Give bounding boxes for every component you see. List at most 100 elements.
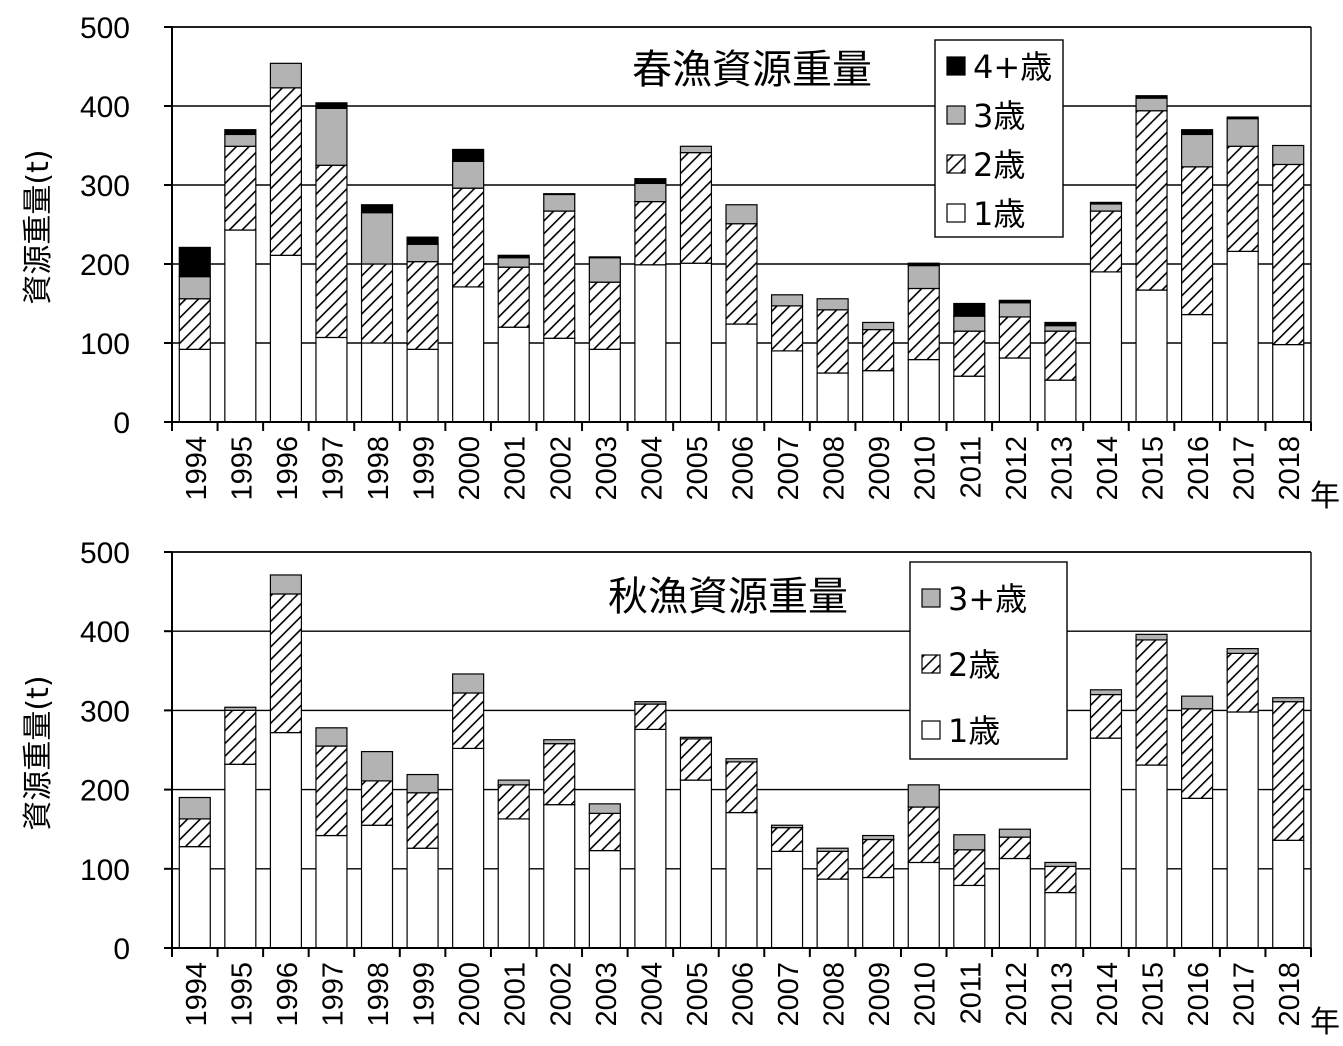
- bar-segment-1994-1歳: [178, 846, 211, 949]
- legend-swatch: [946, 203, 966, 223]
- bar-segment-2013-2歳: [1044, 865, 1077, 894]
- bar-segment-2017-4+歳: [1226, 116, 1259, 120]
- x-tick-label: 2000: [454, 436, 486, 501]
- y-tick-label: 400: [80, 616, 130, 649]
- bar-segment-2007-2歳: [770, 827, 804, 852]
- bar-segment-2011-3歳: [953, 315, 986, 332]
- bar-segment-2004-1歳: [634, 264, 667, 423]
- bar-segment-1996-1歳: [269, 254, 302, 423]
- bar-segment-1995-1歳: [224, 229, 257, 423]
- bar-segment-2000-3歳: [452, 160, 485, 189]
- x-tick-label: 2011: [955, 436, 987, 498]
- x-tick-label: 1999: [409, 962, 441, 1027]
- bar-segment-1997-2歳: [315, 164, 348, 339]
- bar-segment-2003-3歳: [588, 257, 621, 283]
- bar-segment-2001-4+歳: [497, 254, 530, 259]
- bar-segment-2007-3+歳: [770, 824, 804, 829]
- bar-segment-1995-3歳: [224, 133, 257, 147]
- x-tick-label: 2015: [1138, 962, 1170, 1027]
- x-tick-label: 2006: [728, 962, 760, 1027]
- bar-segment-2000-2歳: [452, 187, 485, 288]
- bar-segment-2003-3+歳: [588, 803, 621, 814]
- bar-segment-2012-3歳: [998, 302, 1031, 318]
- bar-segment-1994-3歳: [178, 276, 211, 300]
- bars-spring: [178, 62, 1305, 423]
- bar-segment-2002-3+歳: [543, 739, 576, 745]
- bar-segment-2011-4+歳: [953, 302, 986, 317]
- x-tick-label: 2011: [955, 962, 987, 1024]
- x-tick-label: 2001: [500, 436, 532, 501]
- bar-segment-2010-2歳: [907, 287, 940, 361]
- bar-segment-1997-2歳: [315, 745, 348, 837]
- bar-segment-2005-2歳: [679, 738, 713, 781]
- legend-swatch: [946, 56, 966, 76]
- x-tick-label: 2009: [864, 962, 896, 1027]
- bar-segment-2009-3歳: [862, 321, 895, 331]
- bar-segment-2000-1歳: [452, 286, 485, 423]
- bar-segment-2003-1歳: [588, 348, 621, 423]
- x-tick-label: 1995: [226, 962, 258, 1027]
- bar-segment-2013-3歳: [1044, 325, 1077, 332]
- bar-segment-1998-1歳: [360, 342, 394, 423]
- bar-segment-1997-3+歳: [315, 727, 348, 747]
- legend-label: 1歳: [973, 195, 1025, 233]
- bar-segment-1994-2歳: [178, 818, 211, 848]
- bar-segment-2009-1歳: [862, 876, 895, 949]
- bar-segment-1997-4+歳: [315, 102, 348, 109]
- bar-segment-2009-2歳: [862, 838, 895, 879]
- y-tick-label: 300: [80, 695, 130, 728]
- x-tick-label: 2002: [545, 962, 577, 1027]
- bar-segment-2017-3歳: [1226, 118, 1259, 147]
- bar-segment-1998-4+歳: [360, 204, 394, 214]
- bar-segment-2004-3歳: [634, 182, 667, 203]
- x-tick-label: 2008: [819, 436, 851, 501]
- x-tick-label: 2016: [1183, 436, 1215, 501]
- bar-segment-1998-3歳: [360, 212, 394, 265]
- x-tick-label: 1997: [317, 962, 349, 1027]
- bar-segment-2012-2歳: [998, 836, 1031, 860]
- x-unit-label-spring: 年: [1310, 479, 1340, 514]
- x-tick-label: 2014: [1092, 962, 1124, 1027]
- bar-segment-2016-4+歳: [1181, 129, 1214, 136]
- bar-segment-2012-4+歳: [998, 299, 1031, 304]
- x-tick-label: 1998: [363, 436, 395, 501]
- bar-segment-2017-3+歳: [1226, 648, 1259, 654]
- bar-segment-2006-2歳: [725, 223, 758, 325]
- bar-segment-1996-3歳: [269, 62, 302, 89]
- legend-swatch: [921, 588, 941, 608]
- bar-segment-2014-1歳: [1089, 737, 1123, 949]
- bar-segment-2018-2歳: [1272, 701, 1305, 841]
- y-tick-label: 0: [113, 933, 130, 966]
- bar-segment-2000-2歳: [452, 692, 485, 750]
- x-tick-label: 2017: [1229, 962, 1261, 1027]
- bar-segment-1999-3歳: [406, 243, 439, 263]
- bar-segment-2005-1歳: [679, 262, 713, 423]
- y-axis-label-spring: 資源重量(t): [21, 149, 56, 304]
- x-tick-label: 2004: [636, 962, 668, 1027]
- bar-segment-2008-1歳: [816, 372, 849, 423]
- bar-segment-1995-3+歳: [224, 706, 257, 711]
- bar-segment-1999-3+歳: [406, 773, 439, 794]
- bar-segment-2016-2歳: [1181, 708, 1214, 799]
- legend-label: 2歳: [973, 146, 1025, 184]
- bar-segment-2004-1歳: [634, 728, 667, 949]
- x-tick-label: 2007: [773, 962, 805, 1027]
- x-tick-label: 2001: [500, 962, 532, 1027]
- bar-segment-2014-1歳: [1089, 271, 1123, 423]
- bar-segment-2016-3+歳: [1181, 695, 1214, 710]
- x-tick-label: 2018: [1274, 962, 1306, 1027]
- bar-segment-2017-2歳: [1226, 145, 1259, 252]
- x-tick-label: 2003: [591, 436, 623, 501]
- bar-segment-2016-2歳: [1181, 166, 1214, 316]
- y-axis-label-autumn: 資源重量(t): [21, 675, 56, 830]
- bar-segment-1998-3+歳: [360, 750, 394, 782]
- bar-segment-1998-2歳: [360, 780, 394, 826]
- bars-autumn: [178, 574, 1305, 949]
- bar-segment-2008-3歳: [816, 298, 849, 311]
- bar-segment-2009-1歳: [862, 370, 895, 423]
- bar-segment-2006-2歳: [725, 761, 758, 814]
- x-tick-label: 2002: [545, 436, 577, 501]
- bar-segment-2012-1歳: [998, 857, 1031, 949]
- bar-segment-1999-4+歳: [406, 236, 439, 245]
